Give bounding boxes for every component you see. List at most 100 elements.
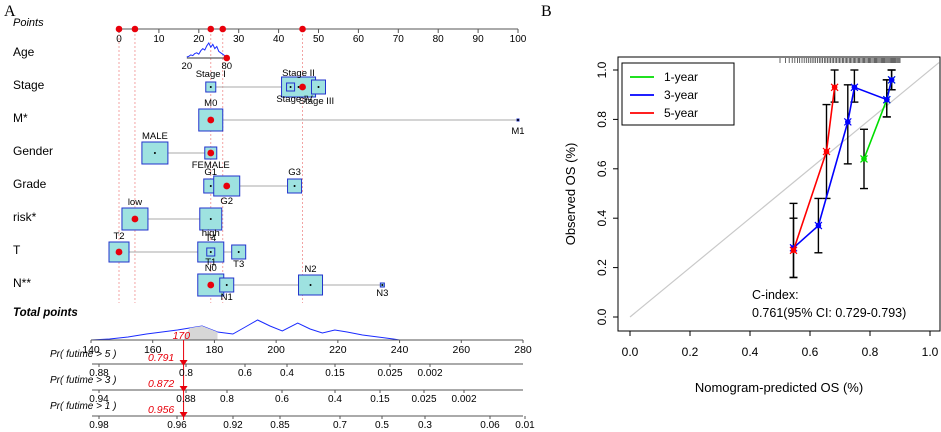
series-line-5-year	[792, 87, 836, 251]
selected-level-marker	[131, 215, 139, 223]
total-points-tick-label: 200	[267, 344, 285, 356]
points-axis-tick-label: 90	[473, 34, 485, 45]
series-point-cross-3-year	[882, 95, 891, 104]
selected-level-marker	[299, 83, 306, 91]
series-point-cross-3-year	[843, 117, 852, 126]
probability-scale-label: Pr( futime > 5 )	[50, 349, 116, 360]
total-points-tick-label: 240	[391, 344, 409, 356]
level-label: low	[128, 197, 142, 208]
level-label: Stage II	[282, 68, 315, 79]
probability-tick-label: 0.7	[333, 420, 347, 431]
probability-tick-label: 0.4	[328, 394, 342, 405]
selected-level-marker	[207, 281, 215, 289]
x-axis-tick-label: 0.8	[862, 345, 879, 359]
y-axis-tick-label: 0.0	[595, 308, 609, 325]
points-axis-tick-label: 10	[153, 34, 165, 45]
probability-tick-label: 0.98	[89, 420, 109, 431]
level-label: N0	[205, 263, 217, 274]
level-center-dot	[297, 86, 300, 88]
level-label: N2	[304, 264, 316, 275]
x-axis-tick-label: 0.0	[622, 345, 639, 359]
x-axis-tick-label: 0.6	[802, 345, 819, 359]
probability-tick-label: 0.025	[411, 394, 436, 405]
probability-predicted-value: 0.872	[148, 378, 174, 390]
c-index-label: C-index:	[752, 288, 799, 302]
variable-label: Gender	[13, 144, 53, 158]
nomogram: Points0102030405060708090100Age2080Stage…	[13, 17, 535, 431]
variable-label-age: Age	[13, 45, 35, 59]
level-label: T3	[233, 259, 244, 270]
points-axis-tick-label: 80	[433, 34, 445, 45]
variable-label: Grade	[13, 177, 47, 191]
probability-tick-label: 0.4	[280, 368, 294, 379]
level-label: G3	[288, 167, 301, 178]
level-center-dot	[293, 185, 296, 187]
points-axis-tick-label: 30	[233, 34, 245, 45]
points-axis-tick-label: 100	[510, 34, 527, 45]
variable-label: risk*	[13, 210, 37, 224]
probability-tick-label: 0.88	[89, 368, 109, 379]
total-points-tick-label: 180	[206, 344, 224, 356]
level-center-dot	[209, 86, 212, 88]
level-label: Stage III	[299, 96, 334, 107]
x-axis-tick-label: 1.0	[922, 345, 939, 359]
points-highlight-marker	[207, 25, 215, 33]
probability-tick-label: 0.025	[377, 368, 402, 379]
probability-tick-label: 0.01	[515, 420, 535, 431]
series-line-3-year	[792, 79, 893, 249]
level-label: Stage I	[196, 69, 226, 80]
level-center-dot	[517, 119, 519, 121]
panel-b-label: B	[541, 3, 552, 20]
points-highlight-marker	[219, 25, 227, 33]
series-point-cross-3-year	[850, 83, 859, 92]
probability-tick-label: 0.002	[417, 368, 442, 379]
c-index-value: 0.761(95% CI: 0.729-0.793)	[752, 306, 906, 320]
calibration-plot: 0.0 0.2 0.4 0.6 0.8 1.0 0.0 0.2 0.4 0.6 0.8 1.0 Nomo…	[563, 56, 941, 395]
probability-scale-label: Pr( futime > 1 )	[50, 401, 116, 412]
level-label: T4	[205, 233, 216, 244]
probability-tick-label: 0.85	[270, 420, 290, 431]
legend-label: 3-year	[664, 88, 698, 102]
selected-level-marker	[115, 248, 123, 256]
y-axis-tick-label: 0.2	[595, 259, 609, 276]
level-center-dot	[209, 185, 212, 187]
total-points-tick-label: 260	[453, 344, 471, 356]
level-center-dot	[317, 86, 320, 88]
probability-tick-label: 0.96	[167, 420, 187, 431]
probability-tick-label: 0.5	[375, 420, 389, 431]
total-points-density	[90, 319, 400, 341]
level-center-dot	[153, 152, 156, 154]
level-center-dot	[209, 218, 212, 220]
series-point-cross-3-year	[814, 221, 823, 230]
probability-predicted-value: 0.956	[148, 404, 174, 416]
probability-tick-label: 0.15	[370, 394, 390, 405]
probability-tick-label: 0.6	[238, 368, 252, 379]
x-axis-tick-label: 0.2	[682, 345, 699, 359]
y-axis-tick-label: 0.6	[595, 160, 609, 177]
level-label: N3	[376, 288, 388, 299]
legend-box	[621, 62, 735, 126]
probability-tick-label: 0.88	[176, 394, 196, 405]
probability-tick-label: 0.8	[179, 368, 193, 379]
probability-tick-label: 0.8	[220, 394, 234, 405]
points-highlight-marker	[115, 25, 123, 33]
legend-label: 1-year	[664, 70, 698, 84]
level-label: Stage IV	[276, 94, 313, 105]
variable-label: T	[13, 243, 21, 257]
selected-level-marker	[223, 182, 231, 190]
probability-tick-label: 0.6	[275, 394, 289, 405]
total-points-label: Total points	[13, 307, 78, 319]
probability-tick-label: 0.3	[418, 420, 432, 431]
probability-arrow	[179, 386, 188, 392]
points-highlight-marker	[299, 25, 306, 33]
total-points-tick-label: 280	[514, 344, 532, 356]
probability-arrow	[179, 412, 188, 418]
probability-predicted-value: 0.791	[148, 352, 174, 364]
x-axis-tick-label: 0.4	[742, 345, 759, 359]
plot-frame	[617, 56, 941, 332]
level-label: FEMALE	[192, 160, 230, 171]
y-axis-tick-label: 0.8	[595, 111, 609, 128]
level-center-dot	[309, 284, 312, 286]
level-center-dot	[289, 86, 292, 88]
probability-tick-label: 0.92	[223, 420, 243, 431]
